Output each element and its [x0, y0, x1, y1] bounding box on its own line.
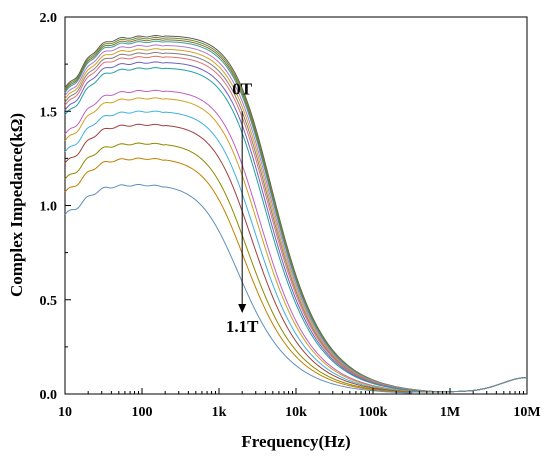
y-tick-label-4: 2.0 [40, 11, 58, 26]
annotation-0t: 0T [232, 79, 253, 98]
series-line-3 [64, 40, 528, 393]
series-line-8 [64, 61, 528, 393]
x-tick-label-2: 1k [212, 405, 227, 420]
x-tick-label-1: 100 [132, 405, 153, 420]
y-tick-label-1: 0.5 [40, 294, 58, 309]
series-line-5 [64, 48, 528, 393]
x-tick-label-6: 10M [513, 405, 540, 420]
series-line-9 [64, 67, 528, 393]
series-layer [64, 34, 528, 394]
plot-frame [64, 16, 528, 395]
y-tick-label-3: 1.5 [40, 105, 58, 120]
x-axis-title: Frequency(Hz) [241, 432, 350, 451]
y-axis-title: Complex Impedance(kΩ) [7, 113, 26, 297]
y-tick-label-2: 1.0 [40, 200, 58, 215]
series-line-14 [64, 142, 528, 393]
annotation-1-1t: 1.1T [226, 317, 259, 336]
arrow-head [238, 303, 247, 313]
x-tick-label-0: 10 [58, 405, 72, 420]
field-arrow [238, 111, 247, 313]
series-line-10 [64, 89, 528, 393]
y-tick-label-0: 0.0 [40, 388, 58, 403]
x-tick-label-3: 10k [285, 405, 307, 420]
series-line-2 [64, 38, 528, 393]
x-tick-label-4: 100k [359, 405, 388, 420]
series-line-4 [64, 44, 528, 393]
series-line-1 [64, 36, 528, 393]
x-axis: 10 100 1k 10k 100k 1M 10M [58, 388, 541, 420]
series-line-13 [64, 123, 528, 393]
series-line-0 [64, 34, 528, 393]
x-tick-label-5: 1M [440, 405, 460, 420]
series-line-11 [64, 97, 528, 393]
y-axis: 0.0 0.5 1.0 1.5 2.0 [40, 11, 71, 403]
